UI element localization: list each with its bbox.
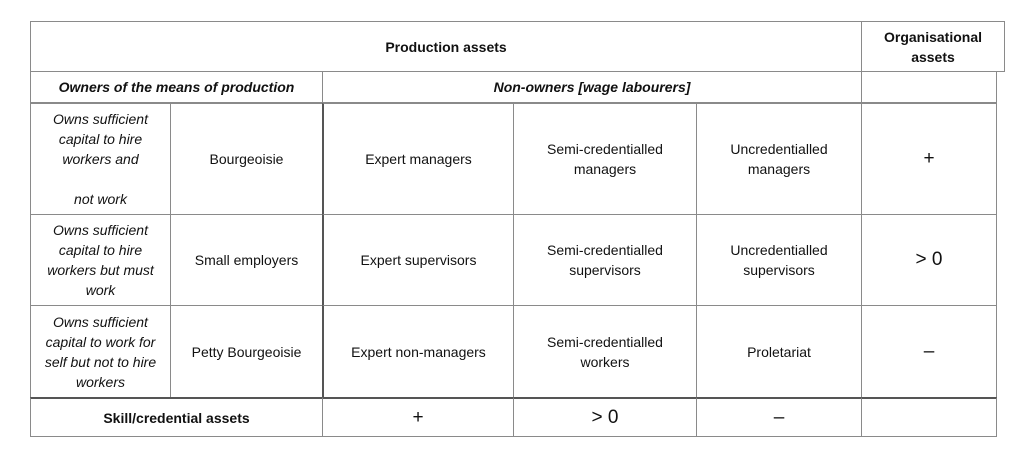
expert-cell: Expert non-managers	[322, 305, 514, 398]
owners-header: Owners of the means of production	[30, 71, 323, 103]
skill-expert-value-cell: +	[322, 397, 514, 437]
owner-description-text: Owns sufficient capital to hire workers …	[47, 222, 154, 298]
semi-credentialled-cell: Semi-credentialled managers	[513, 103, 697, 215]
subheader-empty-cell	[861, 71, 997, 103]
skill-credential-assets-label: Skill/credential assets	[103, 409, 250, 426]
production-assets-header: Production assets	[30, 21, 862, 72]
skill-uncred-value-cell: –	[696, 397, 862, 437]
owner-description-text: Owns sufficient capital to work for self…	[44, 313, 157, 390]
uncredentialled-cell: Uncredentialled supervisors	[696, 214, 862, 306]
uncredentialled-text: Proletariat	[747, 343, 811, 360]
skill-credential-assets-label-cell: Skill/credential assets	[30, 397, 323, 437]
expert-cell: Expert supervisors	[322, 214, 514, 306]
owner-description-text: Owns sufficient capital to hire workers …	[53, 111, 148, 207]
skill-uncred-value: –	[773, 406, 785, 428]
skill-expert-value: +	[412, 406, 424, 428]
expert-text: Expert non-managers	[351, 343, 486, 360]
semi-credentialled-text: Semi-credentialled supervisors	[547, 242, 663, 278]
owner-description-cell: Owns sufficient capital to hire workers …	[30, 214, 171, 306]
owner-class-text: Petty Bourgeoisie	[191, 343, 302, 360]
production-assets-label: Production assets	[385, 38, 507, 55]
owner-class-text: Bourgeoisie	[209, 151, 284, 167]
owners-label: Owners of the means of production	[58, 79, 295, 95]
expert-text: Expert supervisors	[360, 252, 477, 268]
owner-class-cell: Small employers	[170, 214, 323, 306]
organisational-value-cell: > 0	[861, 214, 997, 306]
organisational-value-text: +	[923, 148, 935, 169]
uncredentialled-cell: Uncredentialled managers	[696, 103, 862, 215]
expert-text: Expert managers	[365, 151, 472, 167]
non-owners-header: Non-owners [wage labourers]	[322, 71, 862, 103]
owner-description-cell: Owns sufficient capital to hire workers …	[30, 103, 171, 215]
owner-description-cell: Owns sufficient capital to work for self…	[30, 305, 171, 398]
owner-class-text: Small employers	[194, 252, 299, 268]
organisational-assets-header: Organisational assets	[861, 21, 1005, 72]
uncredentialled-text: Uncredentialled supervisors	[730, 242, 828, 278]
owner-class-cell: Petty Bourgeoisie	[170, 305, 323, 398]
non-owners-label: Non-owners [wage labourers]	[493, 79, 691, 95]
skill-semi-value: > 0	[591, 406, 619, 428]
owner-class-cell: Bourgeoisie	[170, 103, 323, 215]
expert-cell: Expert managers	[322, 103, 514, 215]
organisational-value-text: > 0	[915, 249, 943, 270]
organisational-value-text: –	[923, 340, 935, 362]
semi-credentialled-cell: Semi-credentialled supervisors	[513, 214, 697, 306]
organisational-assets-label: Organisational assets	[883, 28, 983, 65]
semi-credentialled-text: Semi-credentialled workers	[547, 333, 663, 370]
skill-semi-value-cell: > 0	[513, 397, 697, 437]
uncredentialled-text: Uncredentialled managers	[730, 141, 828, 177]
footer-empty-cell	[861, 397, 997, 437]
semi-credentialled-text: Semi-credentialled managers	[547, 141, 663, 177]
uncredentialled-cell: Proletariat	[696, 305, 862, 398]
organisational-value-cell: –	[861, 305, 997, 398]
semi-credentialled-cell: Semi-credentialled workers	[513, 305, 697, 398]
organisational-value-cell: +	[861, 103, 997, 215]
